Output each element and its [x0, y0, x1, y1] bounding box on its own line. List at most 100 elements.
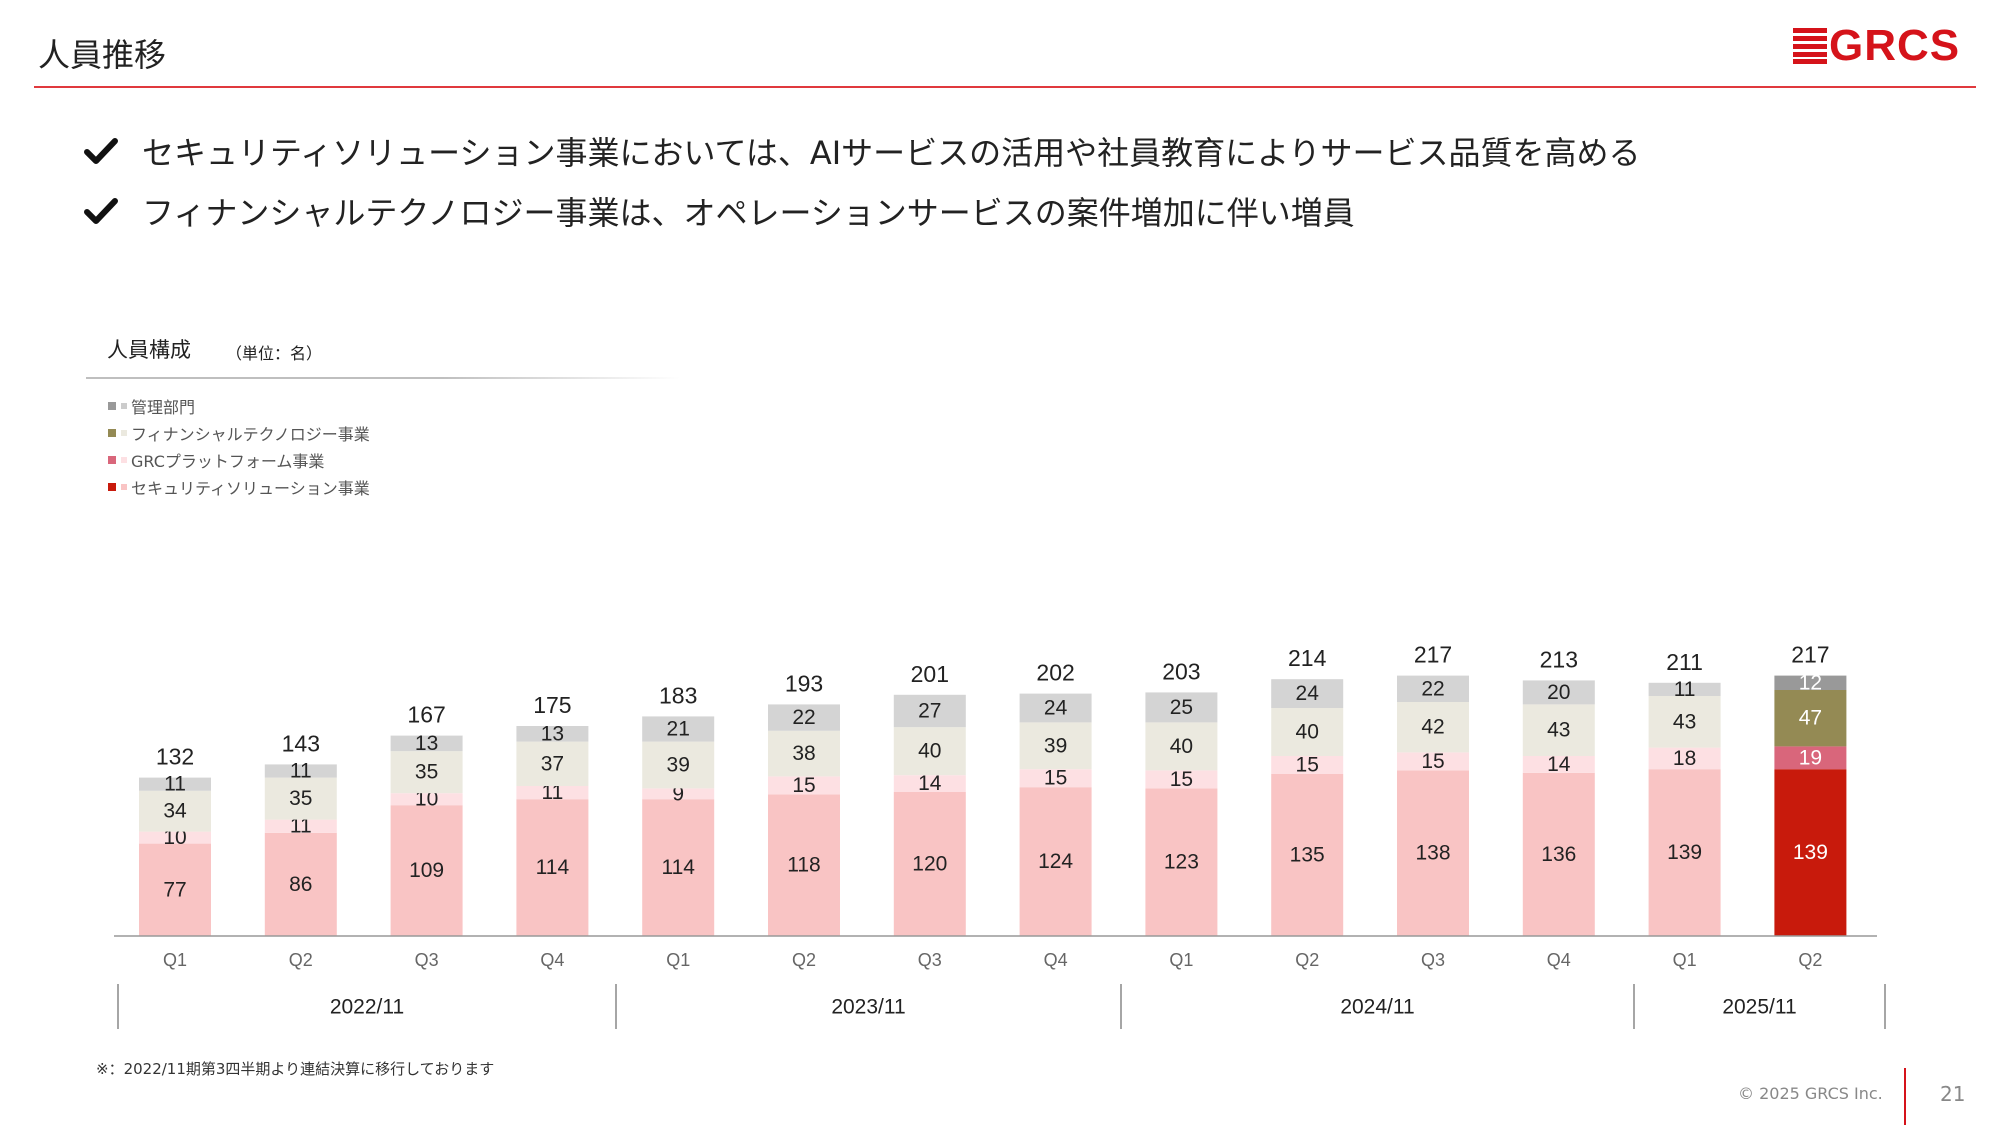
bar-segment — [642, 799, 715, 936]
legend-item-grc-platform: GRCプラットフォーム事業 — [108, 446, 370, 473]
checkmark-icon — [84, 198, 118, 224]
bar-value-label: 10 — [415, 788, 438, 811]
logo-bars-icon — [1793, 28, 1827, 64]
grcs-logo: GRCS — [1793, 22, 1965, 70]
bar-value-label: 43 — [1673, 710, 1696, 733]
bar-value-label: 21 — [667, 718, 690, 741]
fiscal-year-label: 2024/11 — [1340, 996, 1414, 1019]
bar-value-label: 11 — [290, 815, 312, 838]
bar-segment — [1145, 788, 1218, 936]
bar-value-label: 35 — [289, 787, 312, 810]
x-tick-label: Q3 — [415, 950, 439, 970]
bar-value-label: 13 — [541, 722, 564, 745]
bar-segment — [264, 777, 337, 820]
bar-segment — [139, 790, 211, 832]
bar-value-label: 138 — [1415, 842, 1450, 865]
bar-total-label: 203 — [1162, 658, 1200, 684]
bar-segment — [1648, 696, 1721, 748]
bar-segment — [1397, 702, 1469, 753]
chart-title: 人員構成 — [107, 338, 191, 362]
bar-value-label: 86 — [289, 873, 312, 896]
fiscal-year-label: 2023/11 — [831, 996, 905, 1019]
bar-value-label: 11 — [1674, 678, 1696, 701]
bar-value-label: 139 — [1793, 841, 1828, 864]
bar-total-label: 175 — [533, 692, 571, 718]
bar-segment — [768, 704, 840, 731]
bar-value-label: 42 — [1421, 716, 1444, 739]
bar-value-label: 15 — [1296, 754, 1319, 777]
x-tick-label: Q1 — [666, 950, 690, 970]
bar-segment — [1019, 769, 1092, 788]
bar-segment — [642, 788, 715, 800]
legend-label: セキュリティソリューション事業 — [131, 478, 370, 498]
footer-divider — [1904, 1068, 1906, 1125]
bar-value-label: 13 — [415, 732, 438, 755]
bar-segment — [768, 794, 840, 936]
bar-value-label: 34 — [163, 800, 187, 823]
logo-text: GRCS — [1829, 21, 1961, 70]
bar-segment — [768, 730, 840, 777]
bar-segment — [1397, 770, 1469, 936]
bar-segment — [390, 735, 463, 752]
x-tick-label: Q4 — [1044, 950, 1068, 970]
bar-value-label: 40 — [918, 740, 941, 763]
bar-segment — [1397, 675, 1469, 702]
bar-value-label: 139 — [1667, 841, 1702, 864]
bar-segment — [516, 786, 589, 800]
bar-segment — [516, 741, 589, 786]
bar-segment — [139, 843, 211, 936]
bar-segment — [1271, 756, 1344, 774]
bar-segment — [264, 832, 337, 936]
bullet-1: セキュリティソリューション事業においては、AIサービスの活用や社員教育によりサー… — [84, 128, 1641, 174]
bar-value-label: 35 — [415, 761, 438, 784]
bar-value-label: 11 — [541, 781, 563, 804]
bar-value-label: 14 — [1547, 753, 1571, 776]
fiscal-year-label: 2025/11 — [1722, 996, 1796, 1019]
bar-total-label: 167 — [407, 702, 445, 728]
bar-value-label: 120 — [912, 853, 947, 876]
x-tick-label: Q1 — [163, 950, 187, 970]
x-tick-label: Q2 — [1295, 950, 1319, 970]
bar-value-label: 47 — [1799, 707, 1822, 730]
footnote: ※：2022/11期第3四半期より連結決算に移行しております — [96, 1060, 495, 1078]
x-tick-label: Q2 — [792, 950, 816, 970]
bar-value-label: 123 — [1164, 851, 1199, 874]
bar-segment — [1145, 770, 1218, 789]
bar-segment — [1648, 747, 1721, 770]
bar-total-label: 201 — [911, 661, 949, 687]
x-tick-label: Q3 — [1421, 950, 1445, 970]
bar-value-label: 24 — [1044, 697, 1068, 720]
bar-value-label: 15 — [792, 774, 815, 797]
legend-label: GRCプラットフォーム事業 — [131, 451, 325, 471]
chart-unit: （単位：名） — [226, 344, 323, 363]
bar-value-label: 114 — [661, 856, 695, 879]
bar-segment — [516, 726, 589, 742]
bar-value-label: 15 — [1044, 767, 1067, 790]
bar-value-label: 12 — [1799, 671, 1822, 694]
bar-total-label: 213 — [1540, 646, 1578, 672]
page-title: 人員推移 — [38, 36, 167, 74]
bar-segment — [1522, 680, 1595, 705]
bar-total-label: 183 — [659, 682, 697, 708]
bar-value-label: 39 — [1044, 734, 1067, 757]
bar-segment — [1145, 722, 1218, 771]
bar-value-label: 135 — [1290, 844, 1325, 867]
bar-segment — [139, 831, 211, 844]
bar-segment — [1019, 787, 1092, 936]
bar-segment — [1019, 693, 1092, 723]
bullet-1-text: セキュリティソリューション事業においては、AIサービスの活用や社員教育によりサー… — [142, 134, 1641, 172]
legend-label: 管理部門 — [131, 397, 196, 417]
x-tick-label: Q2 — [289, 950, 313, 970]
bar-value-label: 27 — [918, 700, 941, 723]
bar-value-label: 15 — [1170, 768, 1193, 791]
bar-segment — [264, 819, 337, 833]
bar-value-label: 43 — [1547, 719, 1570, 742]
bullet-2: フィナンシャルテクノロジー事業は、オペレーションサービスの案件増加に伴い増員 — [84, 188, 1355, 234]
bar-value-label: 114 — [536, 856, 570, 879]
bar-value-label: 124 — [1038, 850, 1073, 873]
bar-segment — [642, 716, 715, 742]
bar-segment — [1145, 692, 1218, 723]
legend-item-security: セキュリティソリューション事業 — [108, 473, 370, 500]
bar-total-label: 202 — [1036, 660, 1074, 686]
